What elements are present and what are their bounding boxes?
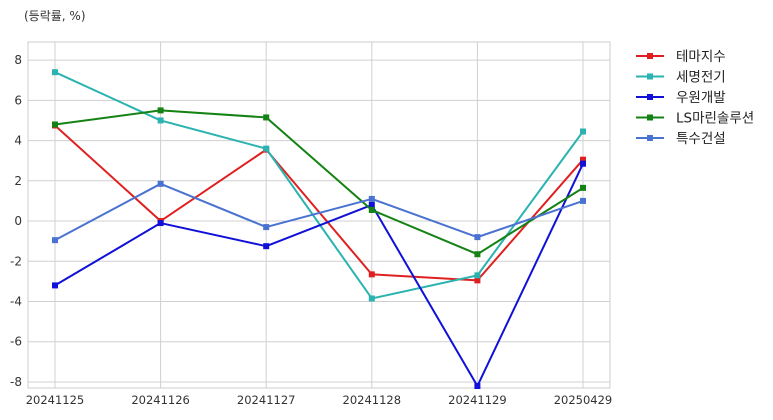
series-5-point	[52, 237, 58, 244]
series-3-point	[263, 243, 270, 250]
series-2-point	[157, 117, 164, 124]
series-5-point	[474, 234, 481, 241]
series-2-point	[580, 128, 586, 135]
x-tick-label: 20241126	[131, 393, 190, 407]
series-2-point	[368, 295, 375, 302]
series-line-5	[54, 182, 584, 242]
series-line-4	[54, 109, 584, 256]
legend-label: 특수건설	[676, 131, 726, 147]
y-tick-label: 6	[14, 93, 22, 107]
x-tick-label: 20241125	[26, 393, 85, 407]
series-1-point	[474, 277, 481, 284]
y-tick-label: 8	[14, 53, 22, 67]
series-5-point	[580, 197, 586, 204]
series-3-point	[157, 220, 164, 227]
plot-frame	[27, 41, 611, 389]
series-1-point	[580, 156, 586, 163]
y-tick-label: -2	[10, 254, 22, 268]
legend-label: 테마지수	[676, 49, 726, 65]
series-line-3	[54, 163, 584, 387]
legend-marker	[647, 94, 653, 100]
legend-marker	[647, 73, 653, 80]
series-5-point	[368, 195, 375, 202]
y-tick-label: -4	[10, 295, 22, 309]
series-5-point	[263, 224, 270, 231]
series-4-point	[474, 251, 481, 258]
unit-label: (등락률, %)	[24, 9, 86, 23]
x-tick-label: 20241127	[237, 393, 296, 407]
legend-marker	[647, 135, 653, 141]
series-3-point	[474, 382, 481, 389]
series-3-point	[52, 282, 58, 289]
legend-label: LS마린솔루션	[676, 111, 754, 127]
y-tick-label: 4	[14, 134, 22, 148]
y-tick-label: 2	[14, 174, 22, 188]
series-4-point	[580, 184, 586, 191]
y-tick-label: 0	[14, 214, 22, 228]
series-4-point	[52, 121, 58, 128]
series-1-point	[368, 271, 375, 278]
series-2-point	[52, 69, 58, 76]
series-2-point	[263, 145, 270, 152]
x-tick-label: 20241129	[448, 393, 507, 407]
series-4-point	[368, 206, 375, 213]
series-3-point	[368, 201, 375, 208]
x-tick-label: 20250429	[554, 393, 613, 407]
legend-label: 우원개발	[676, 90, 726, 106]
plot-area	[28, 42, 610, 388]
legend-marker	[647, 53, 653, 59]
series-5-point	[157, 180, 164, 187]
x-tick-label: 20241128	[343, 393, 402, 407]
series-4-point	[263, 114, 270, 121]
y-tick-label: -8	[10, 375, 22, 389]
legend-marker	[647, 114, 653, 121]
series-2-point	[474, 272, 481, 279]
series-4-point	[157, 107, 164, 114]
series-3-point	[580, 160, 586, 167]
y-tick-label: -6	[10, 335, 22, 349]
legend-label: 세명전기	[676, 70, 726, 86]
